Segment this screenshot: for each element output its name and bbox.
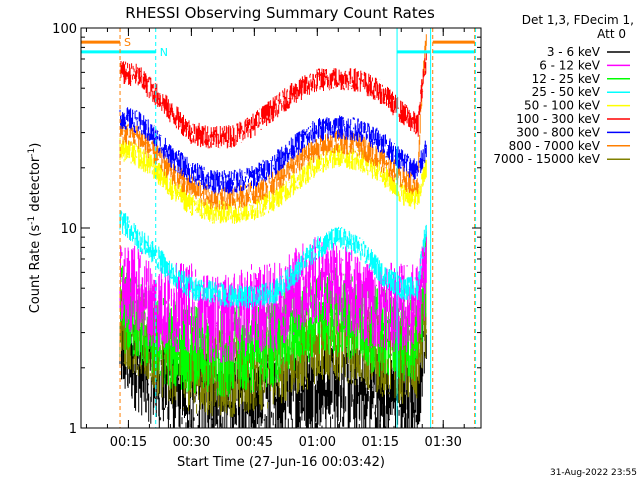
footer-timestamp: 31-Aug-2022 23:55 [550, 468, 637, 478]
legend-entry: 25 - 50 keV [532, 85, 601, 99]
chart-title: RHESSI Observing Summary Count Rates [125, 4, 435, 22]
y-axis-label: Count Rate (s-1 detector-1) [27, 143, 43, 314]
y-tick-label: 1 [69, 422, 77, 437]
series-300-800keV [119, 107, 427, 194]
x-tick-label: 01:15 [362, 435, 399, 450]
legend-entry: 50 - 100 keV [524, 99, 601, 113]
x-axis-label: Start Time (27-Jun-16 00:03:42) [177, 455, 385, 470]
legend-entry: 12 - 25 keV [532, 72, 601, 86]
legend-entry: 6 - 12 keV [539, 58, 601, 72]
legend-entry: 300 - 800 keV [516, 125, 600, 139]
x-tick-label: 01:00 [299, 435, 336, 450]
marker-label-S: S [124, 36, 131, 49]
y-tick-label: 10 [60, 222, 77, 237]
legend-subheader: Att 0 [597, 27, 626, 41]
marker-label-N: N [160, 46, 168, 59]
legend-header: Det 1,3, FDecim 1, [522, 13, 634, 27]
x-tick-label: 00:30 [173, 435, 210, 450]
legend-entry: 100 - 300 keV [516, 112, 600, 126]
x-tick-label: 00:15 [110, 435, 147, 450]
y-tick-label: 100 [52, 22, 77, 37]
legend-entry: 7000 - 15000 keV [493, 152, 600, 166]
legend-entry: 800 - 7000 keV [509, 139, 601, 153]
legend-entry: 3 - 6 keV [547, 45, 601, 59]
x-tick-label: 00:45 [236, 435, 273, 450]
x-tick-label: 01:30 [424, 435, 461, 450]
